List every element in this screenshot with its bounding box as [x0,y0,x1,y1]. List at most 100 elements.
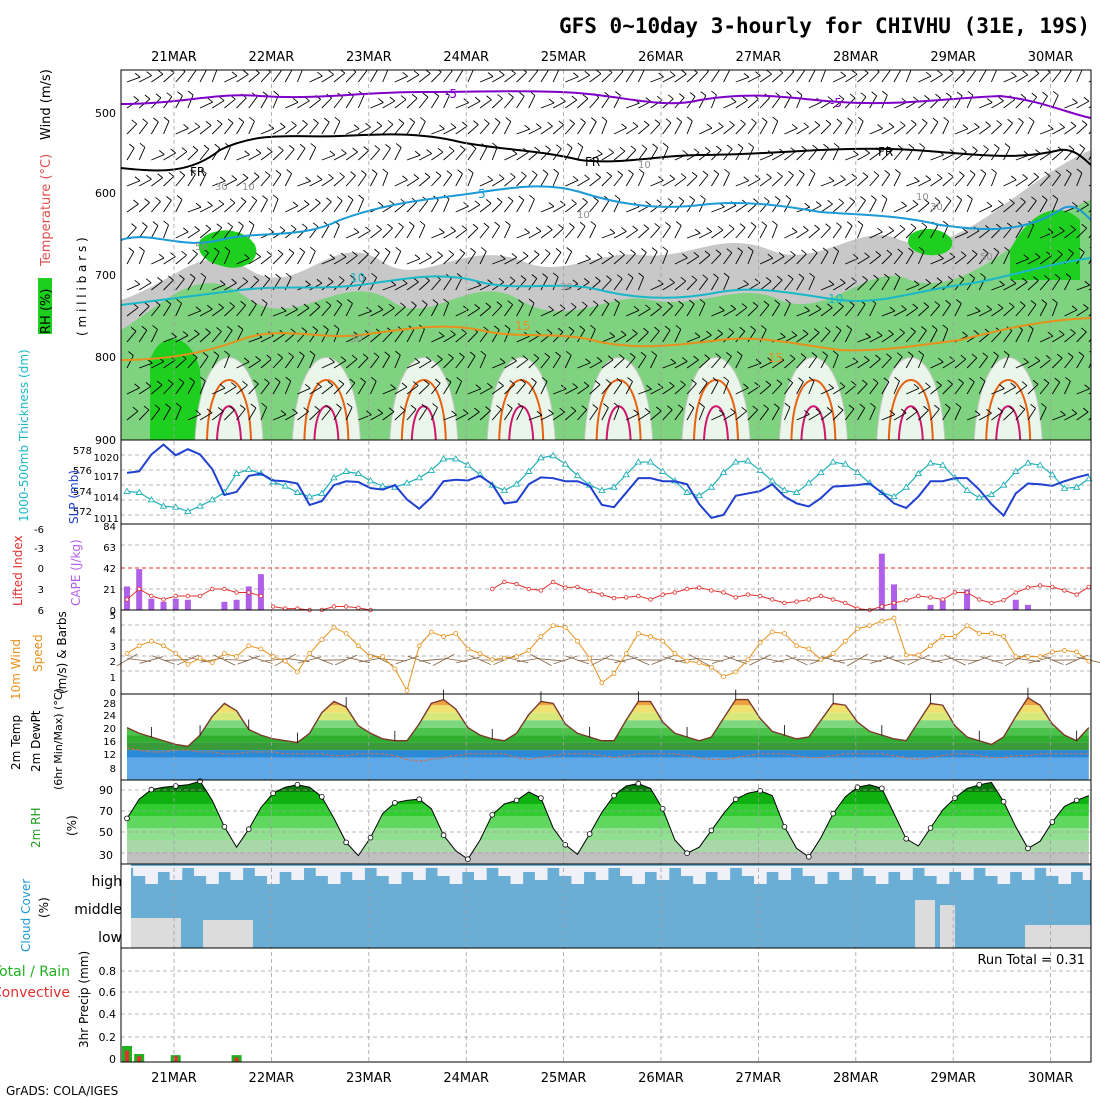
wind-barb [126,180,141,187]
li-point [745,592,751,597]
wind-barb-feather [1065,376,1071,382]
thickness-point [634,458,643,465]
rh-point [318,793,325,800]
wind-barb-feather [402,175,408,181]
wind-barb-feather [755,71,761,76]
wind-barb-feather [521,171,527,177]
contour-label: 10 [916,192,929,203]
wind-barb-feather [846,325,852,330]
wind-barb-feather [862,172,869,177]
surface-barb [237,655,261,665]
cloud-gap-high [425,866,438,868]
wind-barb [504,176,516,187]
wind-barb-feather [402,71,408,77]
wind-barb-feather [693,70,698,73]
wind-barb [772,152,785,161]
wind-barb-feather [997,303,1004,309]
wind-barb-feather [176,195,183,200]
wind-barb [175,254,187,265]
wind-barb-feather [177,91,183,97]
wind-barb [406,154,421,161]
wind-barb [844,201,856,213]
surface-barb [407,655,431,665]
wind-barb-feather [229,302,235,307]
wind-speed-point [258,646,264,652]
wind-barb [236,257,250,265]
thickness-point [1072,483,1081,490]
wind-barb-feather [875,251,881,256]
wind-barb [333,304,343,317]
wind-barb [1015,225,1024,239]
wind-barb-feather [224,246,231,252]
wind-barb [832,409,844,421]
wind-barb-feather [852,253,859,259]
wind-barb [358,253,369,265]
wind-barb [759,257,773,265]
wind-barb-feather [956,91,963,97]
wind-barb-feather [907,351,914,357]
wind-barb-feather [763,404,769,410]
wind-barb [199,332,211,343]
wind-barb-feather [493,325,500,331]
wind-barb [443,357,454,369]
wind-barb-feather [541,377,548,382]
wind-barb-feather [678,93,685,98]
thickness-point [1036,461,1044,468]
li-point [490,586,495,592]
wind-barb [613,358,625,369]
thickness-point [890,492,898,500]
wind-barb [808,332,820,343]
rh-point [1049,819,1056,825]
wind-barb-feather [387,223,393,229]
wind-barb-feather [999,280,1005,286]
wind-barb-feather [473,120,479,125]
wind-barb [552,355,561,369]
li-point [709,588,714,593]
wind-barb [1003,202,1015,213]
wind-barb-feather [520,378,526,384]
wind-speed-point [148,638,154,644]
wind-barb-feather [986,408,992,414]
wind-barb-feather [413,174,420,179]
wind-barb [589,97,600,109]
wind-barb [211,100,225,109]
wind-barb-feather [946,92,952,98]
wind-barb [869,128,883,135]
wind-barb [1027,408,1036,421]
precip-yticks: 0.8 0.6 0.4 0.2 0 [99,965,117,1066]
wind-barb-feather [760,325,767,330]
wind-barb [857,407,866,421]
wind-barb [991,100,1004,109]
wind-barb-feather [487,279,493,284]
wind-barb-feather [491,142,498,148]
wind-barb-feather [316,382,322,388]
wind-barb [1076,331,1087,343]
ytick: 28 [103,699,116,710]
wind-barb [869,71,880,83]
cape-yticks: -6 -3 0 3 6 84 63 42 21 0 [34,522,116,617]
wind-barb [491,146,498,161]
wind-barb [638,228,650,239]
wind-barb [917,251,925,265]
wind-barb-feather [207,97,214,103]
wind-barb [297,203,310,213]
wind-barb-feather [899,224,906,230]
surface-barb [882,655,906,665]
wind-barb [662,122,672,135]
wind-barb-feather [462,409,469,414]
wind-barb-feather [376,225,382,230]
wind-barb [431,71,442,83]
wind-barb [942,72,954,83]
wind-barb-feather [886,353,892,359]
wind-speed-point [1001,634,1006,639]
wind-barb-feather [809,169,816,174]
wind-barb-feather [717,329,724,335]
li-point [757,593,763,599]
wind-barb [175,127,189,135]
wind-barb [236,304,246,317]
wind-barb-feather [982,248,989,254]
thermal-peak-fill [291,357,361,440]
wind-barb-feather [662,142,669,148]
wind-barb-feather [237,325,244,330]
wind-barb-feather [133,96,140,101]
